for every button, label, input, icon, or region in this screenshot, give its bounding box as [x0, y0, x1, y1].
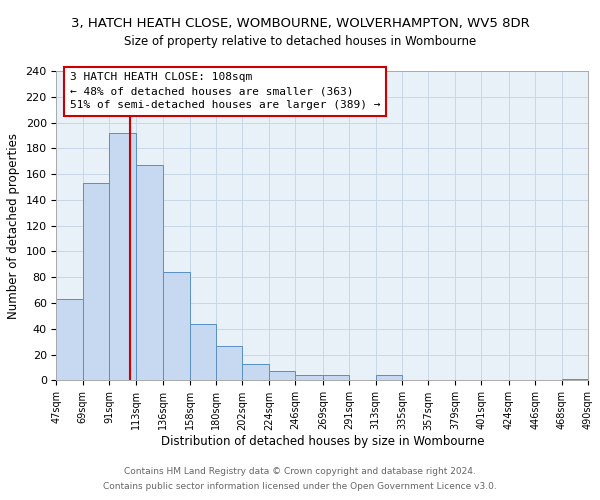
Bar — [109, 133, 136, 380]
Bar — [136, 165, 163, 380]
Text: 3 HATCH HEATH CLOSE: 108sqm
← 48% of detached houses are smaller (363)
51% of se: 3 HATCH HEATH CLOSE: 108sqm ← 48% of det… — [70, 72, 380, 110]
Bar — [163, 272, 190, 380]
Y-axis label: Number of detached properties: Number of detached properties — [7, 132, 20, 318]
X-axis label: Distribution of detached houses by size in Wombourne: Distribution of detached houses by size … — [161, 435, 484, 448]
Bar — [295, 375, 323, 380]
Bar — [216, 346, 242, 380]
Bar — [83, 183, 109, 380]
Text: Size of property relative to detached houses in Wombourne: Size of property relative to detached ho… — [124, 35, 476, 48]
Text: Contains HM Land Registry data © Crown copyright and database right 2024.: Contains HM Land Registry data © Crown c… — [124, 467, 476, 476]
Bar — [269, 372, 295, 380]
Bar — [56, 299, 83, 380]
Bar — [323, 375, 349, 380]
Bar — [562, 379, 588, 380]
Bar — [242, 364, 269, 380]
Bar — [376, 375, 402, 380]
Text: 3, HATCH HEATH CLOSE, WOMBOURNE, WOLVERHAMPTON, WV5 8DR: 3, HATCH HEATH CLOSE, WOMBOURNE, WOLVERH… — [71, 18, 529, 30]
Text: Contains public sector information licensed under the Open Government Licence v3: Contains public sector information licen… — [103, 482, 497, 491]
Bar — [190, 324, 216, 380]
